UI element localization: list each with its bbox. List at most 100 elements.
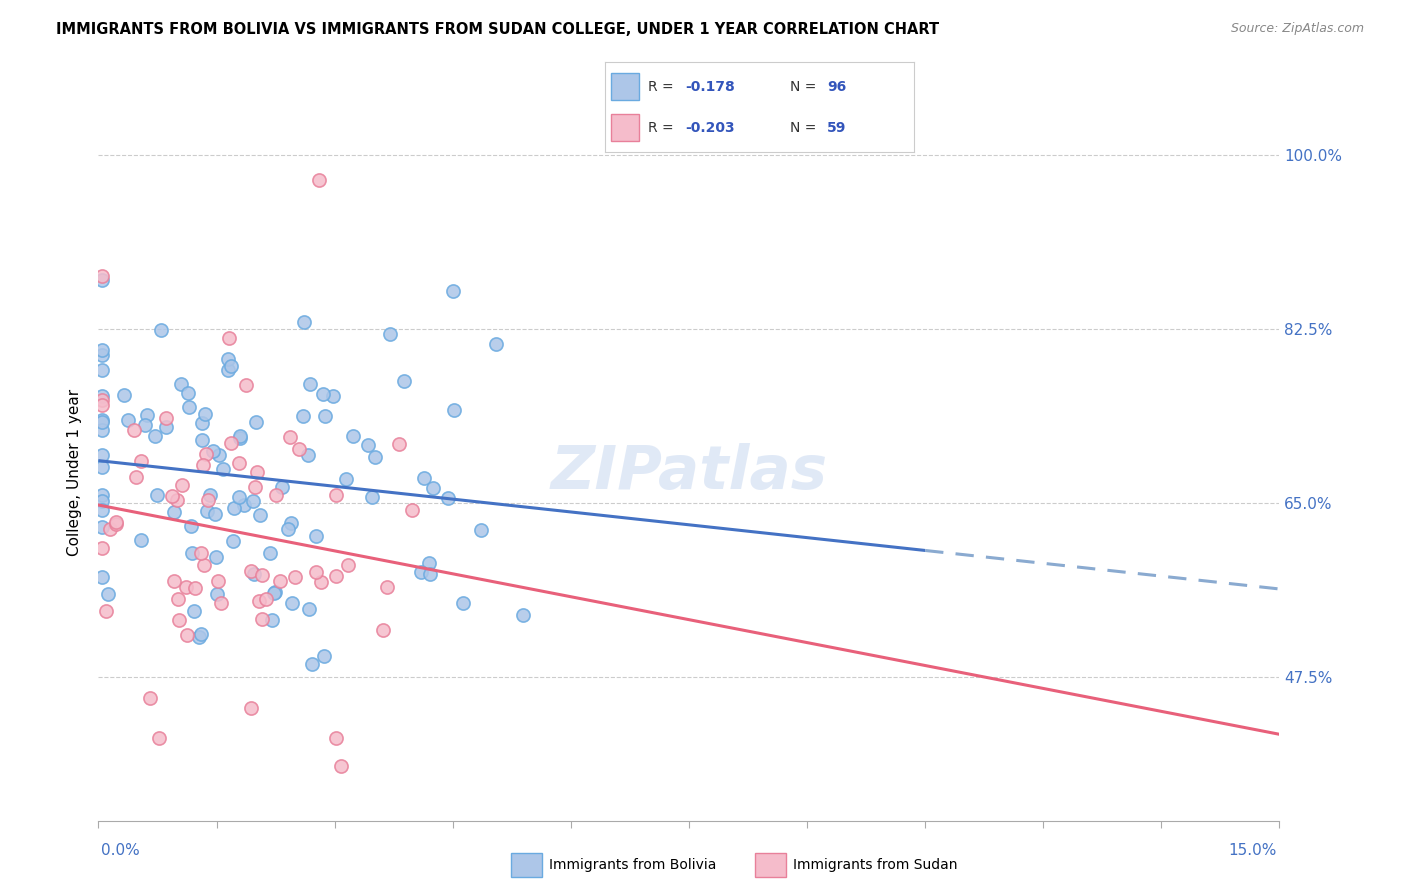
Point <box>195 504 218 518</box>
Bar <box>610 114 638 141</box>
Text: Immigrants from Bolivia: Immigrants from Bolivia <box>550 858 717 871</box>
Point <box>91 397 114 411</box>
Point <box>217 362 239 376</box>
Point <box>148 731 170 746</box>
Point <box>155 411 177 425</box>
Point <box>91 348 114 362</box>
Y-axis label: College, Under 1 year: College, Under 1 year <box>67 389 83 557</box>
Point <box>364 450 387 464</box>
Point <box>314 409 336 424</box>
Point <box>264 488 287 502</box>
Point <box>125 470 148 484</box>
Point <box>250 568 273 582</box>
Text: R =: R = <box>648 79 678 94</box>
Text: -0.178: -0.178 <box>685 79 735 94</box>
Bar <box>755 853 786 877</box>
Point <box>163 505 186 519</box>
Point <box>202 444 225 458</box>
Point <box>91 570 114 584</box>
Point <box>373 624 395 638</box>
Point <box>170 377 193 392</box>
Point <box>259 546 281 560</box>
Point <box>243 567 266 582</box>
Point <box>418 556 440 570</box>
Point <box>305 529 328 543</box>
Point <box>309 574 332 589</box>
Point <box>112 388 135 402</box>
Point <box>263 586 285 600</box>
Point <box>422 481 444 495</box>
Point <box>240 701 263 715</box>
Point <box>91 520 114 534</box>
Text: 0.0%: 0.0% <box>101 843 141 858</box>
Point <box>298 602 321 616</box>
Point <box>377 580 399 594</box>
Point <box>418 566 440 581</box>
Point <box>250 612 273 626</box>
Point <box>180 546 202 560</box>
Bar <box>510 853 541 877</box>
Point <box>205 549 228 564</box>
Point <box>287 442 309 457</box>
Point <box>167 613 190 627</box>
Point <box>91 273 114 287</box>
Point <box>91 415 114 429</box>
Point <box>301 657 323 671</box>
Point <box>222 534 245 549</box>
Point <box>212 462 235 476</box>
Point <box>97 587 120 601</box>
Point <box>242 493 264 508</box>
Point <box>193 458 215 473</box>
Point <box>150 323 173 337</box>
Point <box>361 491 384 505</box>
Point <box>277 522 299 536</box>
Point <box>183 604 205 618</box>
Point <box>209 595 232 609</box>
Point <box>155 420 177 434</box>
Point <box>143 429 166 443</box>
Point <box>91 541 114 555</box>
Point <box>392 374 415 388</box>
Point <box>91 413 114 427</box>
Text: -0.203: -0.203 <box>685 120 734 135</box>
Point <box>193 407 215 421</box>
Point <box>357 438 380 452</box>
Point <box>228 456 250 470</box>
Point <box>180 519 202 533</box>
Point <box>204 507 226 521</box>
Point <box>329 758 352 772</box>
Point <box>247 594 270 608</box>
Bar <box>610 73 638 100</box>
Point <box>271 480 294 494</box>
Point <box>314 649 336 664</box>
Point <box>325 731 347 745</box>
Point <box>441 284 464 298</box>
Point <box>443 403 465 417</box>
Point <box>91 392 114 407</box>
Point <box>122 424 145 438</box>
Point <box>217 351 239 366</box>
Text: IMMIGRANTS FROM BOLIVIA VS IMMIGRANTS FROM SUDAN COLLEGE, UNDER 1 YEAR CORRELATI: IMMIGRANTS FROM BOLIVIA VS IMMIGRANTS FR… <box>56 22 939 37</box>
Point <box>190 627 212 641</box>
Point <box>470 524 492 538</box>
Point <box>292 315 315 329</box>
Text: 15.0%: 15.0% <box>1229 843 1277 858</box>
Point <box>176 628 198 642</box>
Point <box>281 596 304 610</box>
Point <box>263 585 285 599</box>
Point <box>117 412 139 426</box>
Point <box>129 533 152 547</box>
Point <box>437 491 460 506</box>
Point <box>91 423 114 437</box>
Point <box>342 428 364 442</box>
Point <box>245 415 267 429</box>
Point <box>91 448 114 462</box>
Point <box>98 522 121 536</box>
Point <box>243 480 266 494</box>
Point <box>131 453 153 467</box>
Point <box>91 494 114 508</box>
Point <box>187 631 209 645</box>
Point <box>174 580 197 594</box>
Point <box>91 488 114 502</box>
Point <box>207 448 229 462</box>
